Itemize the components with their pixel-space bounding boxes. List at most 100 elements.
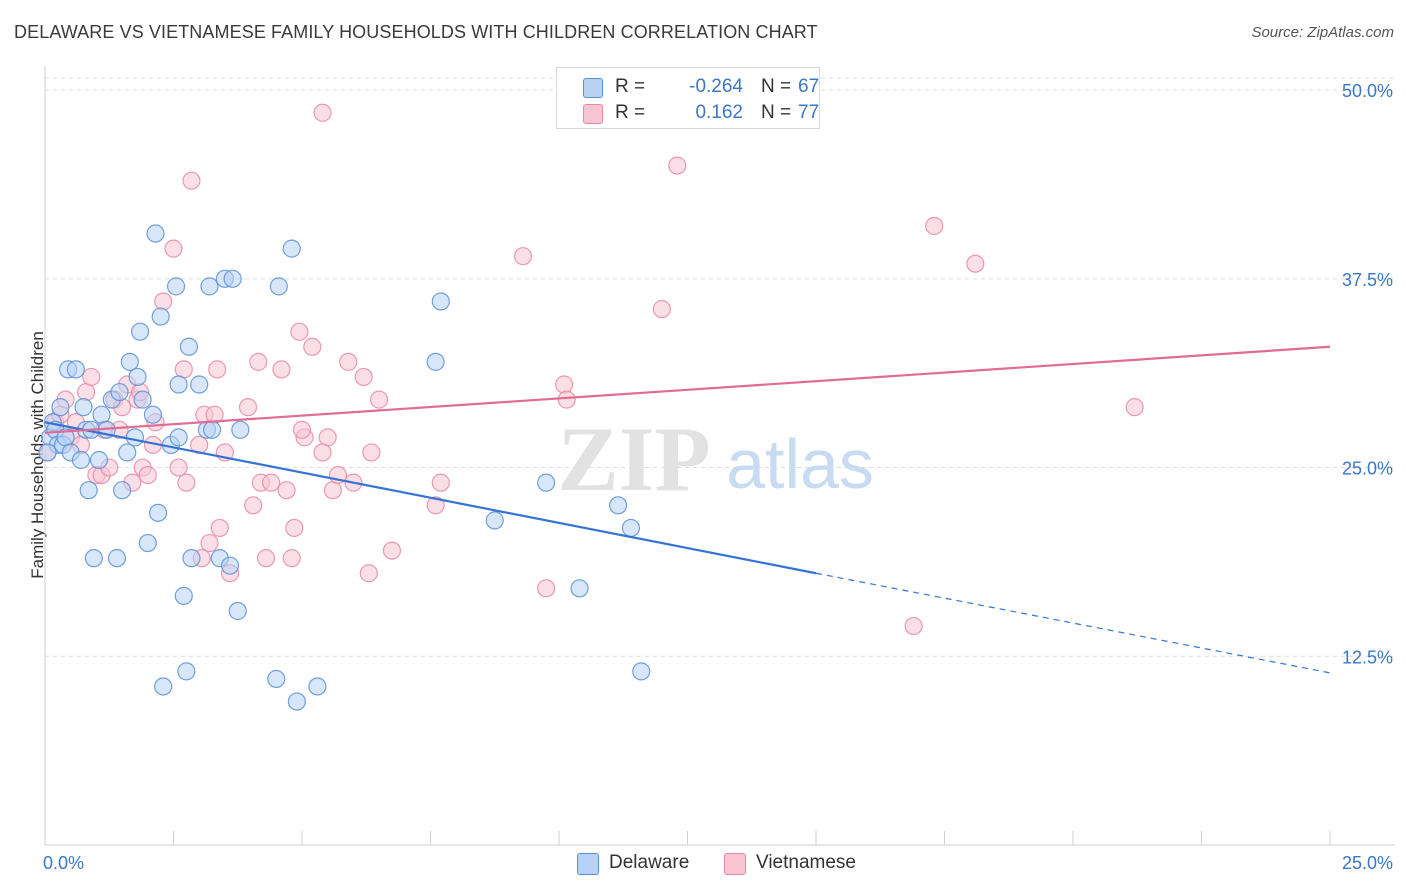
tick-labels: 12.5% 25.0% 37.5% 50.0% 0.0% 25.0%	[43, 81, 1393, 873]
delaware-point	[228, 601, 247, 621]
vietnamese-point	[313, 443, 332, 462]
legend-n-label: N =	[761, 76, 792, 97]
delaware-point	[51, 398, 70, 417]
delaware-point	[182, 549, 201, 568]
delaware-point	[431, 292, 450, 311]
vietnamese-point	[77, 382, 96, 402]
delaware-point	[426, 352, 445, 371]
vietnamese-point	[359, 564, 378, 583]
vietnamese-point	[354, 367, 373, 387]
x-tick-label: 0.0%	[43, 853, 84, 873]
delaware-point	[118, 443, 137, 462]
delaware-point	[537, 473, 556, 492]
vietnamese-point	[210, 518, 229, 538]
vietnamese-point	[282, 549, 301, 568]
delaware-point	[287, 692, 306, 711]
vietnamese-point	[177, 473, 196, 492]
legend-r-value: 0.162	[695, 102, 743, 123]
delaware-point	[130, 322, 150, 341]
vietnamese-point	[169, 458, 188, 477]
delaware-point	[190, 375, 209, 394]
delaware-point	[112, 481, 132, 500]
vietnamese-point	[164, 239, 183, 258]
vietnamese-point	[431, 473, 450, 492]
delaware-point	[485, 511, 504, 530]
delaware-point	[110, 382, 129, 402]
delaware-point	[169, 375, 188, 394]
vietnamese-point	[557, 390, 576, 409]
vietnamese-point	[256, 549, 276, 568]
legend-r-label: R =	[615, 76, 646, 97]
legend-swatch-vietnamese	[583, 104, 603, 124]
vietnamese-point	[208, 360, 227, 379]
delaware-point	[74, 398, 93, 417]
delaware-point	[71, 450, 91, 470]
delaware-point	[92, 405, 111, 424]
x-tick-label: 25.0%	[1342, 853, 1393, 873]
watermark: ZIP atlas	[557, 408, 874, 510]
vietnamese-point	[272, 360, 291, 379]
legend-n-value: 67	[798, 76, 820, 97]
delaware-point	[570, 579, 589, 598]
y-tick-label: 25.0%	[1342, 459, 1393, 479]
delaware-trendline-extension	[815, 572, 1331, 674]
delaware-point	[66, 360, 85, 379]
vietnamese-point	[652, 299, 671, 319]
legend-swatch-delaware	[577, 853, 599, 875]
delaware-point	[200, 277, 219, 296]
delaware-point	[202, 420, 222, 439]
legend-label-vietnamese: Vietnamese	[756, 852, 856, 873]
vietnamese-point	[370, 390, 389, 409]
vietnamese-point	[303, 337, 322, 356]
delaware-point	[169, 428, 188, 447]
vietnamese-point	[555, 375, 574, 394]
delaware-trendline	[44, 421, 817, 575]
delaware-point	[621, 518, 641, 538]
vietnamese-point	[290, 322, 309, 341]
delaware-point	[308, 677, 327, 696]
delaware-point	[177, 662, 196, 681]
vietnamese-point	[262, 473, 281, 492]
vietnamese-point	[318, 428, 337, 447]
legend-n-value: 77	[798, 102, 820, 123]
delaware-point	[269, 277, 288, 296]
axes-layer	[44, 66, 1395, 846]
delaware-point	[231, 420, 250, 439]
vietnamese-point	[313, 103, 332, 122]
legend-label-delaware: Delaware	[609, 852, 690, 873]
delaware-point	[166, 277, 186, 296]
vietnamese-point	[82, 367, 101, 387]
vietnamese-point	[537, 579, 556, 598]
legend-r-value: -0.264	[689, 76, 743, 97]
vietnamese-point	[904, 616, 923, 636]
chart-title: DELAWARE VS VIETNAMESE FAMILY HOUSEHOLDS…	[14, 22, 818, 42]
legend-r-label: R =	[615, 102, 646, 123]
vietnamese-point	[174, 360, 193, 379]
delaware-point	[84, 549, 103, 568]
vietnamese-point	[277, 481, 296, 500]
vietnamese-point	[668, 156, 687, 175]
delaware-point	[133, 390, 152, 409]
legend-swatch-vietnamese	[724, 853, 746, 875]
correlation-legend: R = -0.264 N = 67 R = 0.162 N = 77	[556, 67, 820, 129]
vietnamese-point	[362, 443, 381, 462]
watermark-atlas: atlas	[726, 425, 874, 503]
vietnamese-point	[339, 352, 358, 371]
source-label: Source: ZipAtlas.com	[1251, 24, 1394, 41]
delaware-point	[38, 443, 57, 462]
legend-n-label: N =	[761, 102, 792, 123]
vietnamese-point	[382, 541, 402, 560]
delaware-point	[148, 503, 168, 522]
delaware-point	[89, 450, 109, 470]
vietnamese-point	[292, 420, 312, 439]
delaware-point	[79, 481, 98, 500]
y-tick-label: 50.0%	[1342, 81, 1393, 101]
trendlines	[44, 345, 1331, 674]
vietnamese-trendline	[44, 345, 1331, 434]
y-tick-label: 12.5%	[1342, 647, 1393, 667]
vietnamese-point	[238, 398, 258, 417]
vietnamese-point	[154, 292, 173, 311]
vietnamese-point	[200, 533, 219, 553]
delaware-point	[128, 367, 147, 387]
